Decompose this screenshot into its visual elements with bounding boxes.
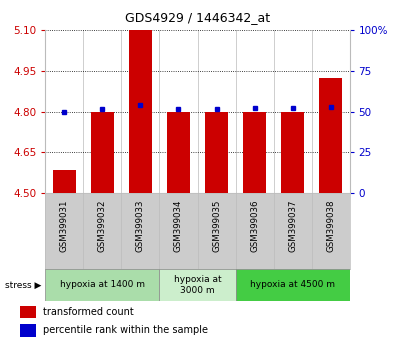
Bar <box>160 269 235 301</box>
Text: GSM399031: GSM399031 <box>60 199 69 252</box>
Text: transformed count: transformed count <box>43 307 134 317</box>
Text: GSM399032: GSM399032 <box>98 199 107 252</box>
Bar <box>53 170 76 193</box>
Text: GSM399038: GSM399038 <box>326 199 335 252</box>
Bar <box>243 112 266 193</box>
Bar <box>205 112 228 193</box>
Text: hypoxia at 4500 m: hypoxia at 4500 m <box>250 280 335 290</box>
Bar <box>129 30 152 193</box>
Text: GSM399036: GSM399036 <box>250 199 259 252</box>
Text: GSM399033: GSM399033 <box>136 199 145 252</box>
Text: hypoxia at 1400 m: hypoxia at 1400 m <box>60 280 145 290</box>
Bar <box>281 112 304 193</box>
Text: GDS4929 / 1446342_at: GDS4929 / 1446342_at <box>125 11 270 24</box>
Text: stress ▶: stress ▶ <box>5 280 41 290</box>
Bar <box>319 78 342 193</box>
Bar <box>20 306 36 319</box>
Text: percentile rank within the sample: percentile rank within the sample <box>43 325 209 336</box>
Bar <box>45 269 160 301</box>
Bar <box>91 112 114 193</box>
Text: GSM399037: GSM399037 <box>288 199 297 252</box>
Bar <box>167 112 190 193</box>
Bar <box>235 269 350 301</box>
Text: GSM399034: GSM399034 <box>174 199 183 252</box>
Bar <box>20 324 36 337</box>
Text: GSM399035: GSM399035 <box>212 199 221 252</box>
Text: hypoxia at
3000 m: hypoxia at 3000 m <box>174 275 221 295</box>
